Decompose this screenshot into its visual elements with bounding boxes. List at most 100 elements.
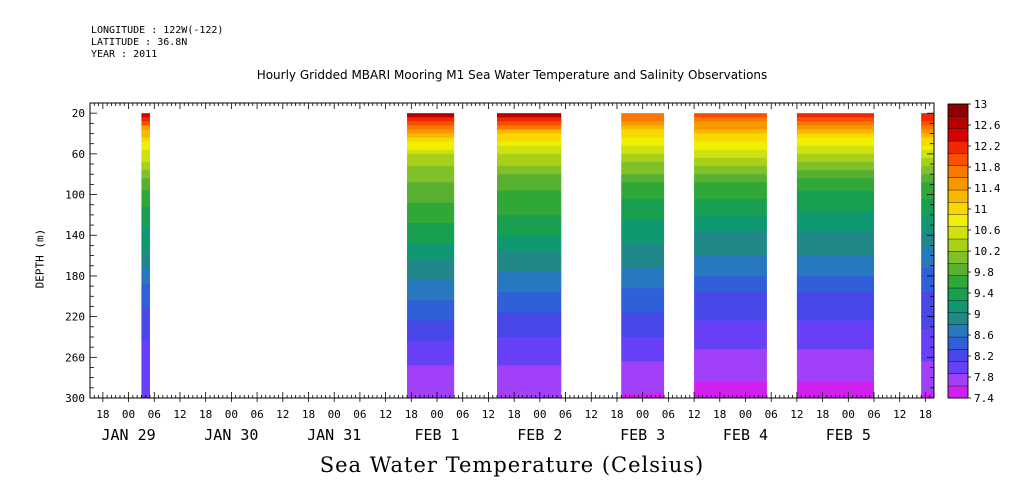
temperature-cell [921,210,934,216]
temperature-cell [497,357,562,362]
temperature-cell [621,304,665,309]
y-tick-label: 20 [72,107,85,120]
temperature-cell [621,275,665,281]
latitude-label: LATITUDE : 36.8N [91,37,188,48]
temperature-cell [796,194,875,200]
temperature-cell [921,349,934,354]
x-tick-label: 12 [276,408,289,421]
temperature-cell [407,243,455,248]
temperature-cell [141,141,150,147]
plot-area [141,113,934,399]
temperature-cell [141,129,150,135]
temperature-cell [796,231,875,236]
temperature-cell [921,341,934,346]
temperature-cell [141,121,150,126]
temperature-cell [407,320,455,326]
temperature-cell [796,377,875,383]
temperature-cell [621,312,665,318]
temperature-cell [407,275,455,281]
temperature-cell [921,357,934,362]
temperature-cell [796,263,875,269]
x-day-label: JAN 30 [204,426,258,444]
x-tick-label: 12 [379,408,392,421]
temperature-cell [796,121,875,126]
temperature-cell [694,251,767,257]
colorbar-swatch [947,128,969,142]
temperature-cell [407,267,455,273]
temperature-cell [694,239,767,244]
colorbar-swatch [947,214,969,228]
temperature-cell [621,198,665,204]
colorbar-label: 11 [974,203,987,216]
temperature-cell [621,174,665,179]
temperature-cell [694,292,767,297]
temperature-cell [497,304,562,309]
temperature-cell [796,312,875,318]
temperature-cell [694,361,767,366]
x-tick-label: 18 [816,408,829,421]
x-tick-label: 00 [533,408,546,421]
temperature-cell [497,137,562,143]
temperature-cell [796,141,875,147]
temperature-cell [407,149,455,155]
temperature-cell [141,324,150,330]
temperature-cell [497,121,562,126]
colorbar-label: 9 [974,308,981,321]
temperature-cell [407,251,455,257]
colorbar-swatch [947,263,969,277]
temperature-cell [694,235,767,240]
temperature-cell [621,316,665,322]
temperature-cell [796,125,875,130]
temperature-cell [921,369,934,375]
temperature-cell [497,308,562,314]
temperature-cell [407,235,455,240]
temperature-cell [694,247,767,253]
temperature-cell [407,373,455,379]
temperature-cell [921,275,934,281]
temperature-cell [621,332,665,338]
y-tick-label: 260 [65,351,85,364]
temperature-cell [407,202,455,208]
year-label: YEAR : 2011 [91,49,158,60]
temperature-cell [921,243,934,248]
temperature-cell [141,194,150,200]
temperature-cell [694,336,767,342]
temperature-cell [796,157,875,163]
colorbar-label: 11.4 [974,182,1001,195]
temperature-cell [497,259,562,265]
temperature-cell [141,357,150,362]
temperature-cell [407,255,455,261]
temperature-cell [796,218,875,224]
temperature-cell [407,129,455,135]
x-day-label: FEB 3 [620,426,665,444]
temperature-cell [621,308,665,314]
temperature-cell [921,288,934,293]
temperature-cell [141,166,150,171]
colorbar-swatch [947,373,969,387]
temperature-cell [141,223,150,228]
temperature-cell [621,178,665,183]
temperature-cell [407,186,455,191]
temperature-cell [796,133,875,139]
x-day-label: FEB 2 [517,426,562,444]
temperature-cell [407,389,455,395]
temperature-cell [141,157,150,163]
x-tick-label: 18 [96,408,109,421]
temperature-cell [921,141,934,147]
temperature-cell [921,361,934,366]
temperature-cell [407,300,455,305]
x-tick-label: 06 [353,408,366,421]
data-segment-3 [497,113,562,399]
temperature-cell [141,235,150,240]
x-tick-label: 06 [765,408,778,421]
colorbar-swatch [947,336,969,350]
temperature-cell [407,133,455,139]
temperature-cell [694,389,767,395]
temperature-cell [497,271,562,277]
temperature-cell [796,308,875,314]
temperature-cell [921,162,934,167]
temperature-cell [407,121,455,126]
temperature-cell [921,239,934,244]
temperature-cell [796,316,875,322]
